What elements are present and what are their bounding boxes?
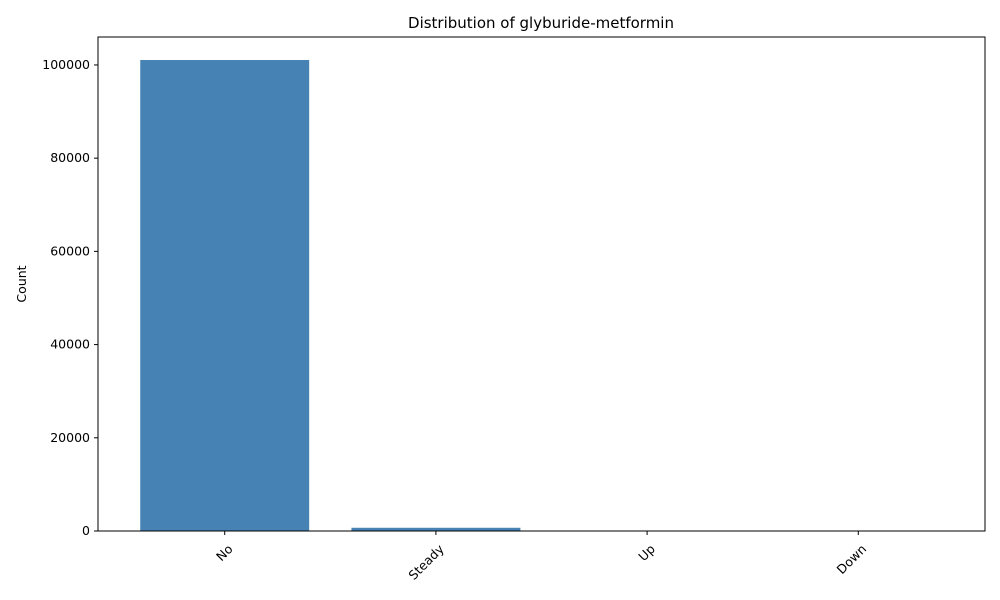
- y-axis-label: Count: [14, 265, 29, 302]
- bar-no: [140, 60, 310, 531]
- x-tick-label: Up: [635, 541, 658, 564]
- x-tick-label: No: [213, 541, 236, 564]
- y-tick-label: 20000: [50, 430, 90, 445]
- y-ticks-group: 0 20000 40000 60000 80000 100000: [42, 57, 98, 538]
- y-tick-label: 100000: [42, 57, 90, 72]
- y-tick-label: 40000: [50, 337, 90, 352]
- chart-title: Distribution of glyburide-metformin: [408, 14, 674, 32]
- plot-frame: [97, 36, 986, 532]
- x-tick-label: Steady: [405, 541, 447, 583]
- y-tick-label: 0: [82, 523, 90, 538]
- x-ticks-group: No Steady Up Down: [213, 531, 869, 583]
- y-tick-label: 80000: [50, 150, 90, 165]
- x-tick-label: Down: [834, 541, 870, 577]
- bars-group: [140, 60, 943, 531]
- bar-steady: [351, 527, 521, 531]
- y-tick-label: 60000: [50, 243, 90, 258]
